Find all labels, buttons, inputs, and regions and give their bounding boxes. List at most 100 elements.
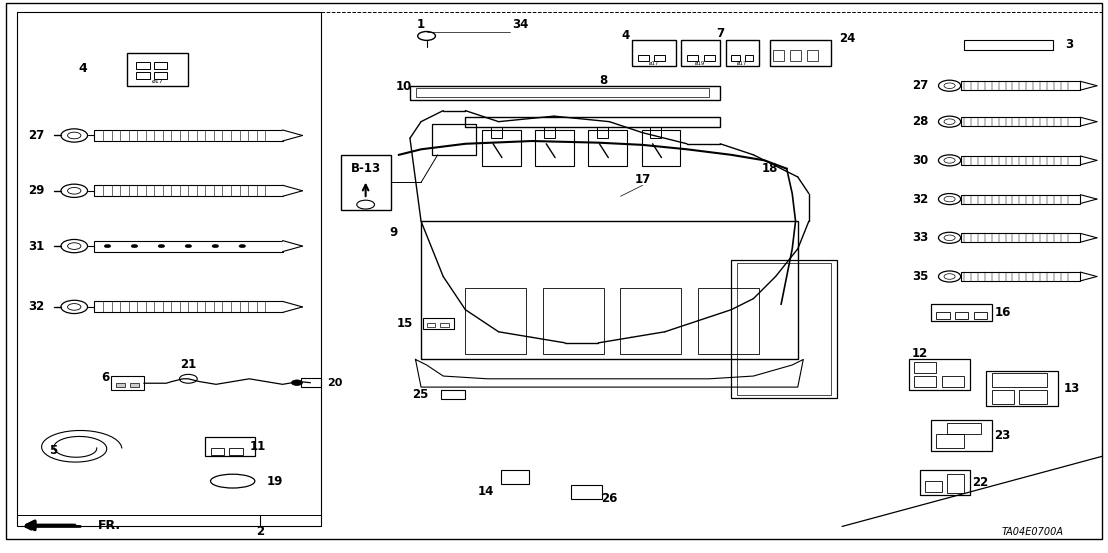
Bar <box>130 383 138 387</box>
Text: 4: 4 <box>622 29 630 43</box>
Bar <box>632 40 676 66</box>
Text: 25: 25 <box>412 388 429 401</box>
Text: 2: 2 <box>256 525 265 539</box>
Bar <box>745 55 753 61</box>
Circle shape <box>104 244 111 248</box>
Bar <box>986 371 1058 406</box>
Bar <box>491 127 502 138</box>
Bar <box>421 221 798 359</box>
Bar <box>1019 390 1047 404</box>
Text: 30: 30 <box>912 154 929 167</box>
Text: 33: 33 <box>912 231 929 244</box>
Bar <box>588 130 627 166</box>
Text: 32: 32 <box>912 192 929 206</box>
Text: 27: 27 <box>912 79 929 92</box>
Polygon shape <box>416 359 803 387</box>
Bar <box>726 40 759 66</box>
Text: 32: 32 <box>28 300 44 314</box>
Bar <box>770 40 831 66</box>
Text: 8: 8 <box>599 74 608 87</box>
Bar <box>961 233 1080 242</box>
Text: B-13: B-13 <box>350 162 381 175</box>
Bar <box>642 130 680 166</box>
Bar <box>154 72 167 79</box>
Bar <box>737 263 831 395</box>
Bar <box>465 288 526 354</box>
Bar <box>961 117 1080 126</box>
Text: 11: 11 <box>250 440 266 453</box>
Text: 13: 13 <box>1064 382 1079 395</box>
Text: 15: 15 <box>397 317 413 330</box>
Bar <box>136 72 150 79</box>
Bar <box>17 12 321 526</box>
Bar <box>914 376 936 387</box>
Bar <box>427 323 435 327</box>
Bar <box>992 390 1014 404</box>
Text: ø17: ø17 <box>648 61 659 66</box>
Bar <box>535 130 574 166</box>
Text: 3: 3 <box>1065 38 1074 51</box>
Bar <box>961 272 1080 281</box>
Text: 26: 26 <box>602 492 617 505</box>
Text: 35: 35 <box>912 270 929 283</box>
Bar <box>154 62 167 69</box>
Bar <box>731 55 740 61</box>
Bar <box>974 312 987 319</box>
Circle shape <box>239 244 246 248</box>
Text: 10: 10 <box>396 80 412 93</box>
Text: 22: 22 <box>973 476 988 489</box>
Text: ø17: ø17 <box>737 61 748 66</box>
Polygon shape <box>283 301 302 312</box>
Polygon shape <box>283 241 302 252</box>
Text: 23: 23 <box>995 429 1010 442</box>
Text: 29: 29 <box>28 184 44 197</box>
Bar <box>116 383 125 387</box>
Text: 4: 4 <box>79 62 88 75</box>
Text: 6: 6 <box>101 371 110 384</box>
Text: 18: 18 <box>762 162 778 175</box>
Bar <box>423 318 454 329</box>
Bar <box>925 481 942 492</box>
Bar <box>94 241 283 252</box>
Text: TA04E0700A: TA04E0700A <box>1002 527 1064 537</box>
Circle shape <box>131 244 137 248</box>
Bar <box>440 323 449 327</box>
Text: 34: 34 <box>513 18 529 32</box>
Bar <box>620 288 681 354</box>
Bar <box>211 448 224 455</box>
Text: 28: 28 <box>912 115 929 128</box>
Bar <box>698 288 759 354</box>
Bar <box>992 373 1047 387</box>
Text: 5: 5 <box>49 444 58 457</box>
Text: 31: 31 <box>28 239 44 253</box>
Text: 17: 17 <box>635 173 650 186</box>
Bar <box>543 288 604 354</box>
Bar <box>482 130 521 166</box>
Bar <box>936 434 964 448</box>
Bar <box>127 53 188 86</box>
Bar <box>964 40 1053 50</box>
Bar <box>961 156 1080 165</box>
Text: 7: 7 <box>716 27 725 40</box>
Bar <box>936 312 950 319</box>
Bar <box>931 420 992 451</box>
Bar <box>341 155 391 210</box>
Bar <box>571 485 602 499</box>
Bar <box>947 474 964 493</box>
Bar <box>638 55 649 61</box>
Text: ø17: ø17 <box>152 79 163 84</box>
Circle shape <box>158 244 165 248</box>
Text: 1: 1 <box>417 18 425 32</box>
Bar <box>704 55 715 61</box>
Bar <box>961 81 1080 90</box>
Bar <box>205 437 255 456</box>
Bar <box>544 127 555 138</box>
Circle shape <box>291 380 302 385</box>
Bar <box>441 390 465 399</box>
Bar <box>687 55 698 61</box>
Bar <box>790 50 801 61</box>
Bar <box>94 130 283 141</box>
Bar <box>136 62 150 69</box>
Bar <box>807 50 818 61</box>
Bar <box>432 124 476 155</box>
